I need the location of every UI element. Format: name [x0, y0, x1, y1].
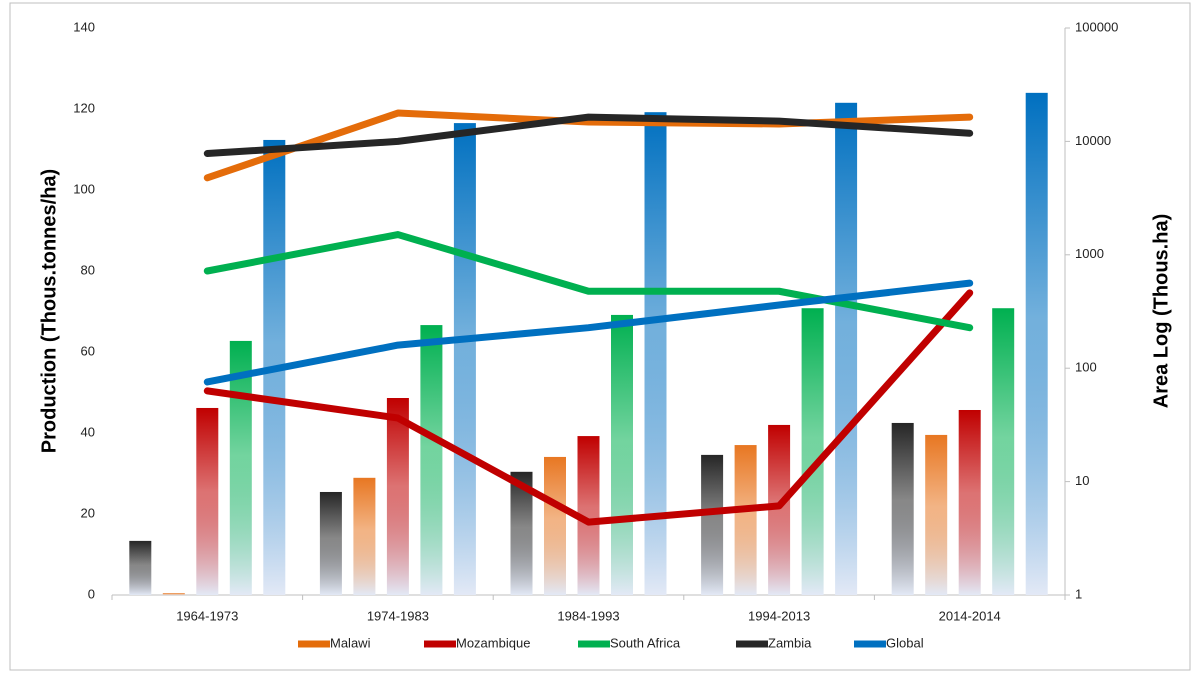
bar [768, 424, 791, 595]
bar [644, 112, 667, 595]
bar [420, 325, 443, 595]
bar [701, 454, 724, 595]
line [203, 113, 974, 158]
bar [891, 422, 914, 595]
bar [835, 102, 858, 595]
x-tick-label: 1964-1973 [176, 608, 238, 623]
bar [577, 436, 600, 595]
bar [510, 471, 533, 595]
legend-label: Mozambique [456, 635, 530, 650]
y2-axis-title: Area Log (Thous.ha) [1150, 214, 1172, 408]
bar [386, 398, 409, 595]
line [203, 289, 974, 526]
bar [544, 456, 566, 595]
bar [992, 308, 1015, 595]
x-tick-label: 1984-1993 [557, 608, 619, 623]
bar [353, 477, 376, 595]
legend-label: South Africa [610, 635, 681, 650]
y2-tick-label: 10 [1075, 473, 1089, 488]
y-tick-label: 80 [81, 262, 95, 277]
y-axis-title: Production (Thous.tonnes/ha) [38, 169, 60, 453]
chart-border [9, 2, 1191, 671]
x-tick-label: 1994-2013 [748, 608, 810, 623]
bar [319, 491, 342, 595]
y-tick-label: 0 [88, 586, 95, 601]
y2-tick-label: 1 [1075, 586, 1082, 601]
legend-label: Global [886, 635, 924, 650]
bar [162, 593, 185, 595]
x-tick-label: 2014-2014 [939, 608, 1001, 623]
bar [925, 434, 948, 595]
y-tick-label: 60 [81, 343, 95, 358]
bar [196, 407, 219, 595]
line [203, 109, 974, 182]
y2-tick-label: 100000 [1075, 19, 1118, 34]
legend-label: Malawi [330, 635, 371, 650]
y2-tick-label: 10000 [1075, 133, 1111, 148]
bar [734, 445, 757, 595]
y2-tick-label: 100 [1075, 360, 1097, 375]
bar [958, 409, 981, 595]
y-tick-label: 20 [81, 505, 95, 520]
legend-label: Zambia [768, 635, 812, 650]
bar [453, 123, 476, 596]
bar [129, 540, 152, 595]
y-tick-label: 100 [73, 181, 95, 196]
y-tick-label: 40 [81, 424, 95, 439]
x-tick-label: 1974-1983 [367, 608, 429, 623]
line [203, 279, 974, 386]
line [203, 231, 974, 332]
y-tick-label: 140 [73, 19, 95, 34]
bar [611, 314, 633, 595]
bar [1025, 92, 1048, 595]
y-tick-label: 120 [73, 100, 95, 115]
bar [801, 308, 824, 595]
bar [229, 340, 252, 595]
y2-tick-label: 1000 [1075, 246, 1104, 261]
